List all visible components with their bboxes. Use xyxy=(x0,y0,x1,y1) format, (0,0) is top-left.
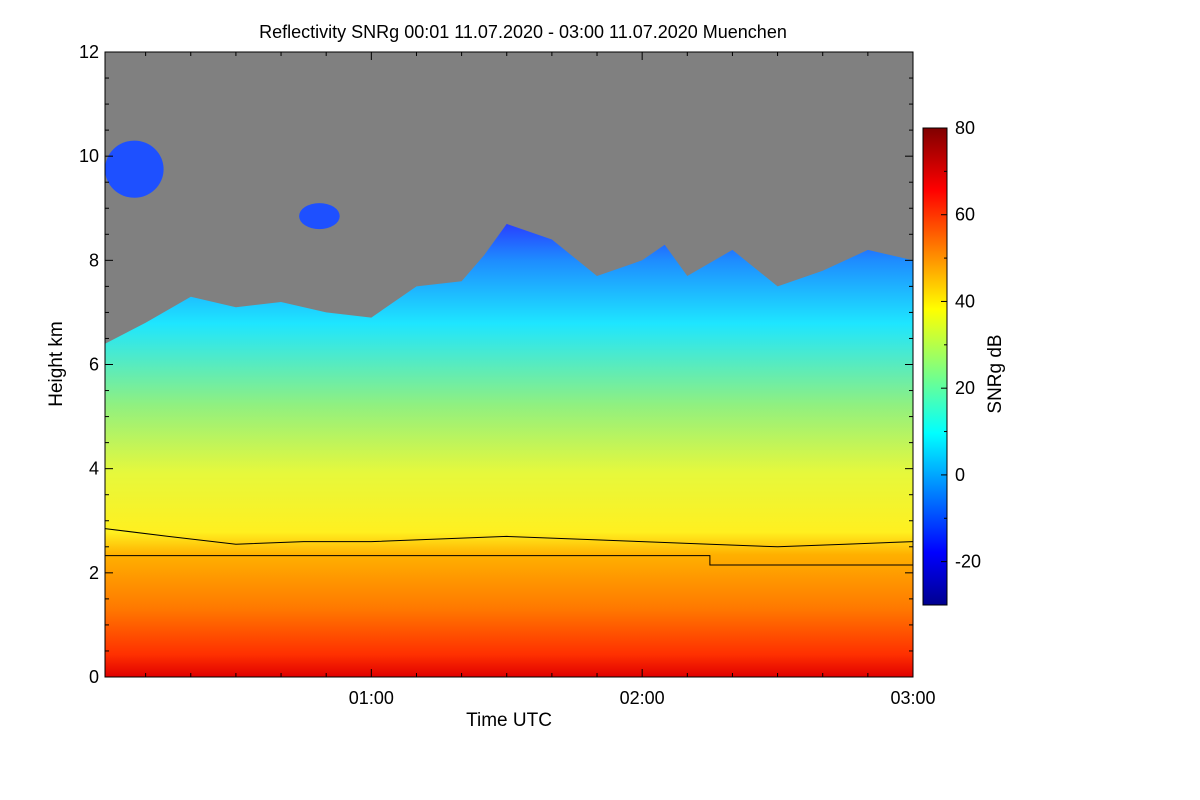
colorbar-tick-label: 80 xyxy=(955,118,975,138)
x-tick-label: 02:00 xyxy=(620,688,665,708)
high-cloud-patch xyxy=(299,203,340,230)
colorbar-tick-label: 40 xyxy=(955,291,975,311)
high-cloud-patch xyxy=(105,140,164,198)
y-tick-label: 2 xyxy=(89,563,99,583)
colorbar-tick-label: 20 xyxy=(955,378,975,398)
y-tick-label: 4 xyxy=(89,459,99,479)
plot-area xyxy=(105,52,913,677)
y-tick-label: 6 xyxy=(89,355,99,375)
y-tick-label: 8 xyxy=(89,250,99,270)
colorbar-tick-label: 60 xyxy=(955,205,975,225)
colorbar-scale xyxy=(922,127,948,606)
x-axis-label: Time UTC xyxy=(466,710,552,731)
reflectivity-field xyxy=(105,223,913,677)
x-tick-label: 03:00 xyxy=(890,688,935,708)
y-axis-label: Height km xyxy=(46,321,67,407)
y-tick-label: 0 xyxy=(89,667,99,687)
x-tick-label: 01:00 xyxy=(349,688,394,708)
y-tick-label: 10 xyxy=(79,146,99,166)
colorbar-label: SNRg dB xyxy=(985,334,1006,413)
reference-line xyxy=(105,555,913,566)
colorbar: -20 0 20 40 60 80 xyxy=(922,118,981,606)
colorbar-tick-label: -20 xyxy=(955,552,981,572)
colorbar-tick-label: 0 xyxy=(955,465,965,485)
chart-title: Reflectivity SNRg 00:01 11.07.2020 - 03:… xyxy=(259,22,787,42)
y-tick-label: 12 xyxy=(79,42,99,62)
melting-layer-line xyxy=(105,528,913,548)
